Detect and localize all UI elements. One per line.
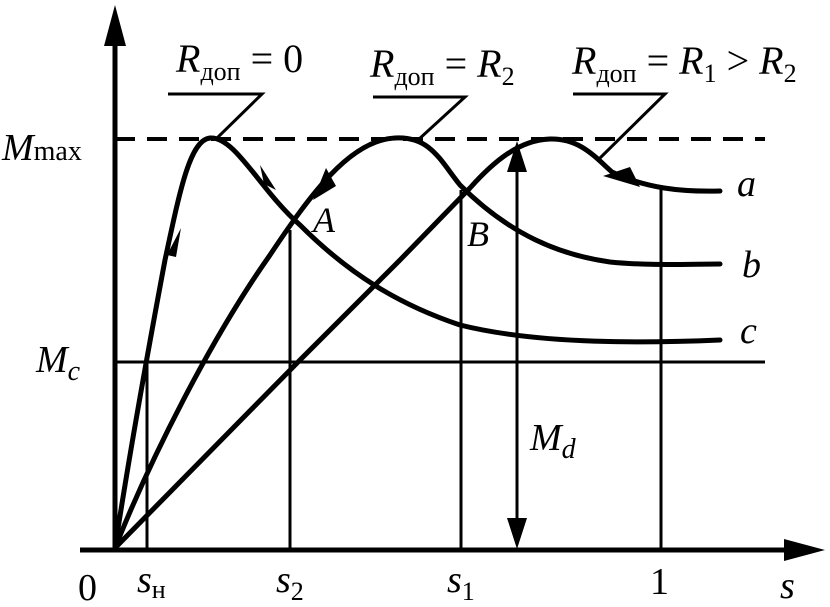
curve-b-arrow <box>313 168 336 200</box>
curve-b-label: b <box>742 244 761 286</box>
point-a-label: A <box>311 200 336 240</box>
curve-a-label: a <box>737 163 756 205</box>
leader-r2 <box>373 95 469 142</box>
leader-r1 <box>573 92 669 160</box>
curve-a-arrow <box>603 167 640 187</box>
tick-s2: s2 <box>276 559 304 606</box>
y-axis-arrow <box>104 5 126 46</box>
x-axis-arrow <box>784 539 825 561</box>
point-b-label: B <box>467 214 489 254</box>
x-axis-label: s <box>780 565 795 607</box>
tick-one: 1 <box>650 561 669 603</box>
curve-c-label: c <box>740 310 757 352</box>
md-label: Md <box>529 417 577 465</box>
mmax-label: Mmax <box>1 127 82 169</box>
tick-sn: sн <box>137 559 166 604</box>
md-arrow-bottom <box>507 518 527 549</box>
curve-a <box>112 136 723 551</box>
resistance-label-r2: Rдоп = R2 <box>369 41 515 91</box>
resistance-label-r1: Rдоп = R1 > R2 <box>571 38 797 88</box>
md-arrow-top <box>507 141 527 172</box>
curve-c-arrow-up <box>260 165 276 190</box>
leader-r0 <box>168 92 266 142</box>
curve-c <box>112 135 723 551</box>
origin-label: 0 <box>78 567 97 607</box>
mc-label: Mc <box>35 339 81 387</box>
resistance-label-zero: Rдоп = 0 <box>175 36 303 86</box>
tick-s1: s1 <box>447 559 475 606</box>
curve-b <box>112 135 723 551</box>
curve-c-arrow-down <box>167 228 181 257</box>
